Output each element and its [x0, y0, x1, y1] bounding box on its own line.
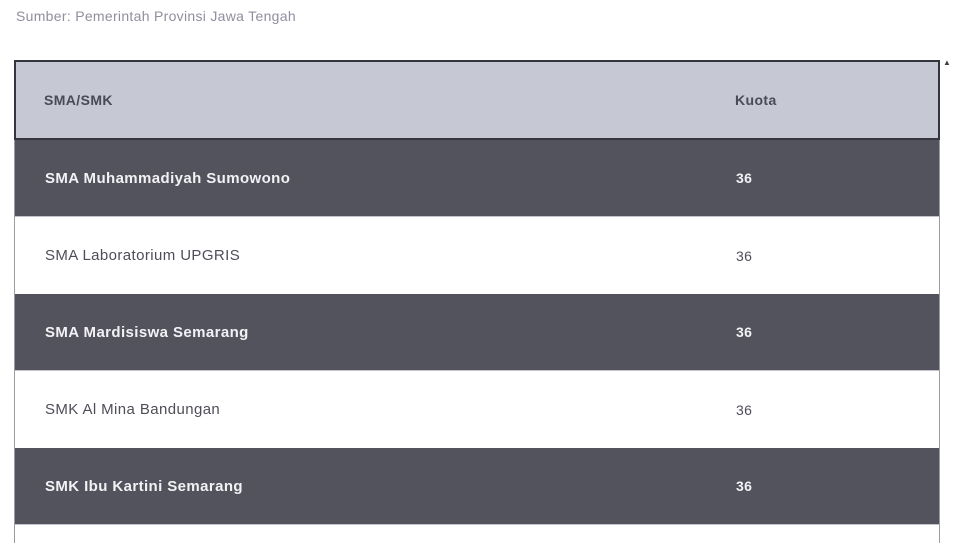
kuota-cell: 36	[736, 247, 753, 264]
scrollbar-up-arrow-icon[interactable]: ▲	[943, 58, 951, 67]
column-header-sma-smk[interactable]: SMA/SMK	[44, 92, 113, 108]
kuota-cell: 36	[736, 324, 753, 340]
table-row: SMK Ibu Kartini Semarang 36	[15, 448, 939, 525]
kuota-cell: 36	[736, 478, 753, 494]
table-row: SMA Laboratorium UPGRIS 36	[15, 217, 939, 294]
schools-quota-table: SMA/SMK Kuota SMA Muhammadiyah Sumowono …	[14, 60, 940, 543]
kuota-cell: 36	[736, 401, 753, 418]
table-body-scroll-area[interactable]: SMA Muhammadiyah Sumowono 36 SMA Laborat…	[14, 140, 940, 543]
source-caption: Sumber: Pemerintah Provinsi Jawa Tengah	[16, 8, 296, 24]
school-name-cell: SMK Al Mina Bandungan	[45, 401, 221, 418]
school-name-cell: SMK Ibu Kartini Semarang	[45, 477, 243, 495]
table-row: SMA Mardisiswa Semarang 36	[15, 294, 939, 371]
column-header-kuota[interactable]: Kuota	[735, 92, 777, 108]
kuota-cell: 36	[736, 170, 753, 186]
school-name-cell: SMA Muhammadiyah Sumowono	[45, 169, 291, 187]
table-row: SMK Al Mina Bandungan 36	[15, 371, 939, 448]
school-name-cell: SMA Mardisiswa Semarang	[45, 323, 249, 341]
school-name-cell: SMA Laboratorium UPGRIS	[45, 247, 241, 264]
table-row: SMA Muhammadiyah Sumowono 36	[15, 140, 939, 217]
table-header-row: SMA/SMK Kuota	[14, 60, 940, 140]
